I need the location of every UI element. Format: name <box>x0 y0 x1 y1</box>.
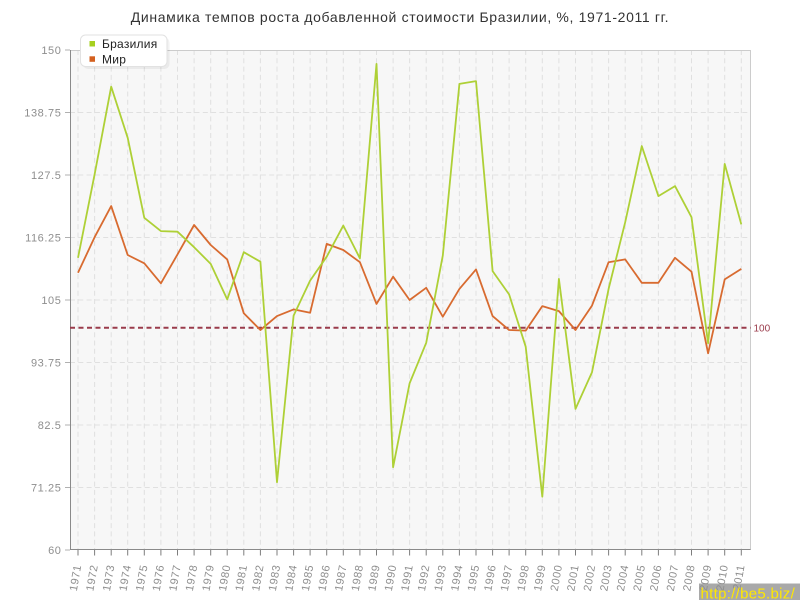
svg-text:http://be5.biz/: http://be5.biz/ <box>701 586 796 600</box>
svg-text:150: 150 <box>41 45 61 57</box>
svg-text:Динамика темпов роста добавлен: Динамика темпов роста добавленной стоимо… <box>131 9 669 25</box>
svg-text:1989: 1989 <box>366 564 382 592</box>
svg-text:2002: 2002 <box>582 564 598 592</box>
svg-text:1986: 1986 <box>317 564 333 592</box>
svg-text:1972: 1972 <box>84 564 100 592</box>
svg-text:1997: 1997 <box>499 564 515 592</box>
svg-text:1984: 1984 <box>283 564 299 592</box>
svg-text:2005: 2005 <box>632 564 648 592</box>
svg-text:1994: 1994 <box>449 564 465 592</box>
svg-text:1975: 1975 <box>134 564 150 592</box>
svg-text:1995: 1995 <box>466 564 482 592</box>
svg-text:2009: 2009 <box>698 564 714 592</box>
svg-text:2001: 2001 <box>565 564 581 592</box>
svg-text:138.75: 138.75 <box>24 107 61 119</box>
svg-text:127.5: 127.5 <box>31 170 62 182</box>
svg-text:1979: 1979 <box>201 564 217 592</box>
svg-text:1991: 1991 <box>399 564 415 592</box>
svg-text:100: 100 <box>754 323 771 334</box>
svg-text:2004: 2004 <box>615 564 631 592</box>
svg-text:93.75: 93.75 <box>31 357 62 369</box>
svg-text:2006: 2006 <box>648 564 664 592</box>
svg-text:1992: 1992 <box>416 564 432 592</box>
svg-text:2007: 2007 <box>665 564 681 592</box>
svg-text:1998: 1998 <box>516 564 532 592</box>
svg-text:1982: 1982 <box>250 564 266 592</box>
svg-text:1983: 1983 <box>267 564 283 592</box>
svg-text:2003: 2003 <box>598 564 614 592</box>
svg-text:1987: 1987 <box>333 564 349 592</box>
svg-text:1996: 1996 <box>482 564 498 592</box>
svg-text:1977: 1977 <box>167 564 183 592</box>
svg-text:1978: 1978 <box>184 564 200 592</box>
svg-text:2008: 2008 <box>681 564 697 592</box>
svg-text:1980: 1980 <box>217 564 233 592</box>
svg-text:105: 105 <box>41 295 61 307</box>
svg-text:1981: 1981 <box>234 564 250 592</box>
svg-text:1974: 1974 <box>118 564 134 592</box>
svg-text:2010: 2010 <box>715 564 731 592</box>
svg-text:Бразилия: Бразилия <box>102 37 158 51</box>
svg-text:116.25: 116.25 <box>25 232 61 244</box>
svg-text:Мир: Мир <box>102 53 126 67</box>
svg-text:60: 60 <box>48 545 61 557</box>
svg-text:1990: 1990 <box>383 564 399 592</box>
svg-text:2011: 2011 <box>731 564 747 591</box>
svg-text:1993: 1993 <box>433 564 449 592</box>
svg-text:1976: 1976 <box>151 564 167 592</box>
svg-text:1999: 1999 <box>532 564 548 592</box>
svg-text:2000: 2000 <box>549 564 565 592</box>
svg-text:71.25: 71.25 <box>31 482 62 494</box>
svg-text:1971: 1971 <box>68 564 84 592</box>
svg-text:1988: 1988 <box>350 564 366 592</box>
svg-text:1973: 1973 <box>101 564 117 592</box>
svg-text:82.5: 82.5 <box>38 420 62 432</box>
svg-text:1985: 1985 <box>300 564 316 592</box>
